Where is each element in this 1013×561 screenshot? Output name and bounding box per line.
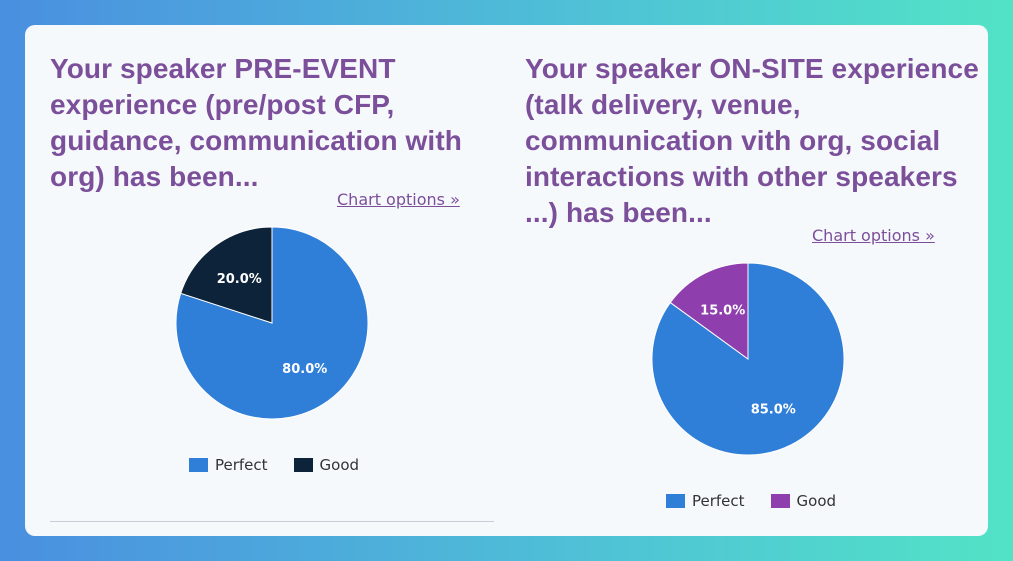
legend-label: Good <box>796 492 837 510</box>
legend: Perfect Good <box>189 456 385 474</box>
slice-value-label: 80.0% <box>282 362 327 377</box>
legend-swatch-good <box>293 458 313 472</box>
chart-options-link[interactable]: Chart options » <box>812 226 935 245</box>
legend-item-good[interactable]: Good <box>770 492 837 510</box>
legend-label: Good <box>319 456 360 474</box>
slice-value-label: 15.0% <box>700 303 745 318</box>
chart-title: Your speaker ON-SITE experience (talk de… <box>525 53 979 228</box>
legend-label: Perfect <box>215 456 268 474</box>
legend-swatch-perfect <box>666 494 685 508</box>
legend-item-good[interactable]: Good <box>293 456 360 474</box>
survey-card: Your speaker PRE-EVENT experience (pre/p… <box>25 25 988 536</box>
pie-slice-good[interactable] <box>669 262 749 360</box>
pie-slice-good[interactable] <box>180 226 273 324</box>
legend-label: Perfect <box>692 492 745 510</box>
slice-value-label: 85.0% <box>751 403 796 418</box>
slice-value-label: 20.0% <box>217 272 262 287</box>
pre-event-pie: 80.0% 20.0% <box>175 226 369 420</box>
chart-title: Your speaker PRE-EVENT experience (pre/p… <box>50 53 462 192</box>
legend-item-perfect[interactable]: Perfect <box>666 492 745 510</box>
legend-swatch-perfect <box>189 458 208 472</box>
legend-swatch-good <box>770 494 790 508</box>
chart-options-link[interactable]: Chart options » <box>337 190 460 209</box>
legend: Perfect Good <box>666 492 862 510</box>
legend-item-perfect[interactable]: Perfect <box>189 456 268 474</box>
divider <box>50 521 494 522</box>
on-site-pie: 85.0% 15.0% <box>651 262 845 456</box>
